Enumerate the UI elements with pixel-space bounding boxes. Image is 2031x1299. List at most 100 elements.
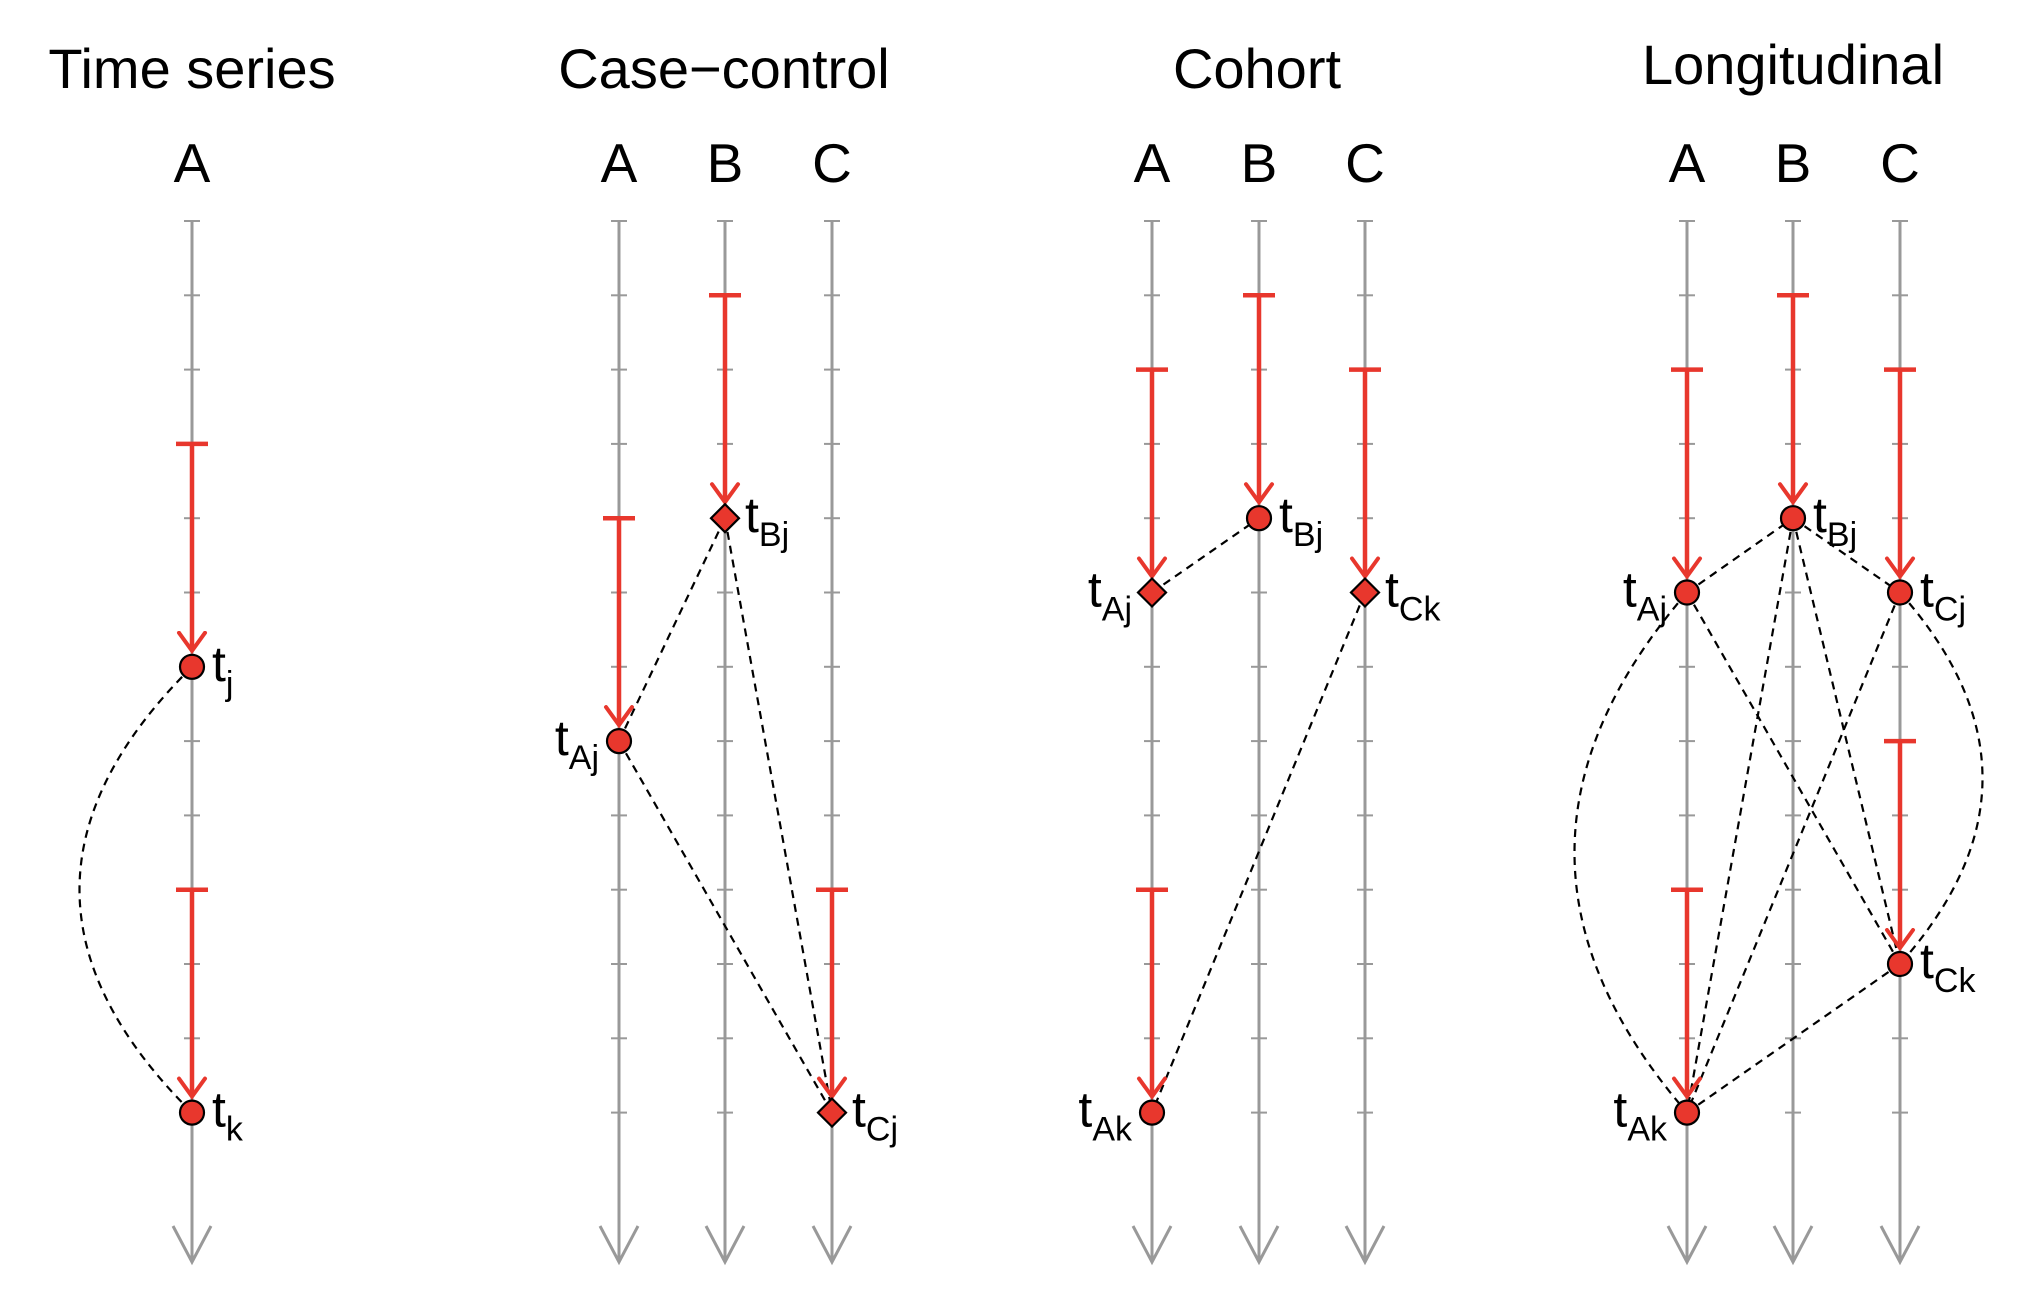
event-marker-circle <box>1245 505 1273 532</box>
event-label-subscript: Ck <box>1934 962 1977 1000</box>
event-label: tAj <box>1088 562 1132 629</box>
event-marker-circle <box>1886 950 1914 978</box>
axis-arrowhead <box>811 1225 853 1266</box>
column-label-b: B <box>1241 132 1278 194</box>
event-label-subscript: Bj <box>1827 516 1857 554</box>
dependency-link <box>1686 517 1794 594</box>
axis-arrowhead <box>1772 1225 1814 1266</box>
column-label-a: A <box>1134 132 1171 194</box>
event-label: tCk <box>1385 562 1441 629</box>
event-label-base: t <box>1385 562 1399 618</box>
event-label-subscript: Cj <box>866 1111 898 1149</box>
axis-arrowhead <box>598 1225 640 1266</box>
event-label-subscript: Bj <box>759 516 789 554</box>
dependency-link <box>1151 517 1260 594</box>
axis-arrowhead <box>704 1225 746 1266</box>
event-label: tBj <box>745 487 789 554</box>
event-label-subscript: Aj <box>569 739 599 777</box>
event-label: tBj <box>1813 487 1857 554</box>
event-marker-circle <box>1673 1099 1701 1126</box>
event-marker-diamond <box>1349 576 1381 609</box>
column-label-c: C <box>812 132 852 194</box>
event-label-subscript: k <box>226 1111 244 1149</box>
event-label-subscript: Aj <box>1637 591 1667 629</box>
dependency-link <box>1686 591 1901 965</box>
panel-title: Case−control <box>558 37 890 100</box>
dependency-link <box>1685 592 1902 1114</box>
event-label-base: t <box>212 636 226 692</box>
event-intervals <box>603 293 848 1101</box>
axis-arrowhead <box>1344 1225 1386 1266</box>
event-label-base: t <box>745 487 759 543</box>
event-label: tCj <box>852 1082 898 1149</box>
dependency-link <box>723 518 834 1113</box>
axis-arrowhead <box>171 1225 213 1266</box>
event-label-subscript: Bj <box>1293 516 1323 554</box>
event-label-base: t <box>1279 487 1293 543</box>
axis-arrowhead <box>1238 1225 1280 1266</box>
event-marker-circle <box>1779 505 1807 532</box>
event-label: tj <box>212 636 233 703</box>
event-label-subscript: Ak <box>1092 1111 1133 1149</box>
dependency-link <box>1685 518 1795 1113</box>
event-label: tAj <box>1623 562 1667 629</box>
event-label: tAk <box>1613 1082 1668 1149</box>
column-label-c: C <box>1880 132 1920 194</box>
event-label-base: t <box>1920 562 1934 618</box>
event-label-base: t <box>212 1082 226 1138</box>
event-label: tCk <box>1920 933 1976 1000</box>
event-label-base: t <box>1078 1082 1092 1138</box>
dependency-links <box>78 666 193 1114</box>
event-label-subscript: j <box>225 665 234 703</box>
event-marker-diamond <box>816 1097 848 1129</box>
event-label-base: t <box>555 710 569 766</box>
event-label-base: t <box>1920 933 1934 989</box>
column-label-a: A <box>1669 132 1706 194</box>
panel-title: Cohort <box>1173 37 1342 100</box>
event-label: tBj <box>1279 487 1323 554</box>
event-marker-diamond <box>709 502 741 534</box>
event-intervals <box>1136 293 1381 1101</box>
dependency-link <box>1686 963 1901 1114</box>
dependency-link <box>1573 591 1688 1114</box>
axis-arrowhead <box>1131 1225 1173 1266</box>
event-label-base: t <box>1623 562 1637 618</box>
dependency-link <box>78 666 193 1114</box>
event-label-base: t <box>1613 1082 1627 1138</box>
dependency-link <box>1792 517 1901 594</box>
event-intervals <box>176 441 208 1101</box>
event-label-subscript: Ck <box>1399 591 1442 629</box>
dependency-link <box>1150 592 1367 1114</box>
axis-arrowhead <box>1879 1225 1921 1266</box>
event-marker-circle <box>178 1099 206 1126</box>
event-label: tk <box>212 1082 244 1149</box>
dependency-link <box>1791 517 1902 965</box>
event-label-subscript: Ak <box>1627 1111 1668 1149</box>
event-label-base: t <box>1088 562 1102 618</box>
event-marker-circle <box>178 653 206 680</box>
event-label: tCj <box>1920 562 1966 629</box>
event-label-subscript: Aj <box>1102 591 1132 629</box>
event-marker-circle <box>1138 1099 1166 1126</box>
event-label-base: t <box>852 1082 866 1138</box>
column-label-a: A <box>174 132 211 194</box>
axis-arrowhead <box>1666 1225 1708 1266</box>
event-marker-circle <box>605 727 633 755</box>
event-label: tAk <box>1078 1082 1133 1149</box>
event-intervals <box>1671 293 1916 1101</box>
dependency-links <box>1573 517 1984 1114</box>
panel-title: Time series <box>48 37 335 100</box>
event-label: tAj <box>555 710 599 777</box>
event-label-subscript: Cj <box>1934 591 1966 629</box>
dependency-link <box>1899 591 1984 965</box>
dependency-link <box>618 517 726 742</box>
column-label-c: C <box>1345 132 1385 194</box>
